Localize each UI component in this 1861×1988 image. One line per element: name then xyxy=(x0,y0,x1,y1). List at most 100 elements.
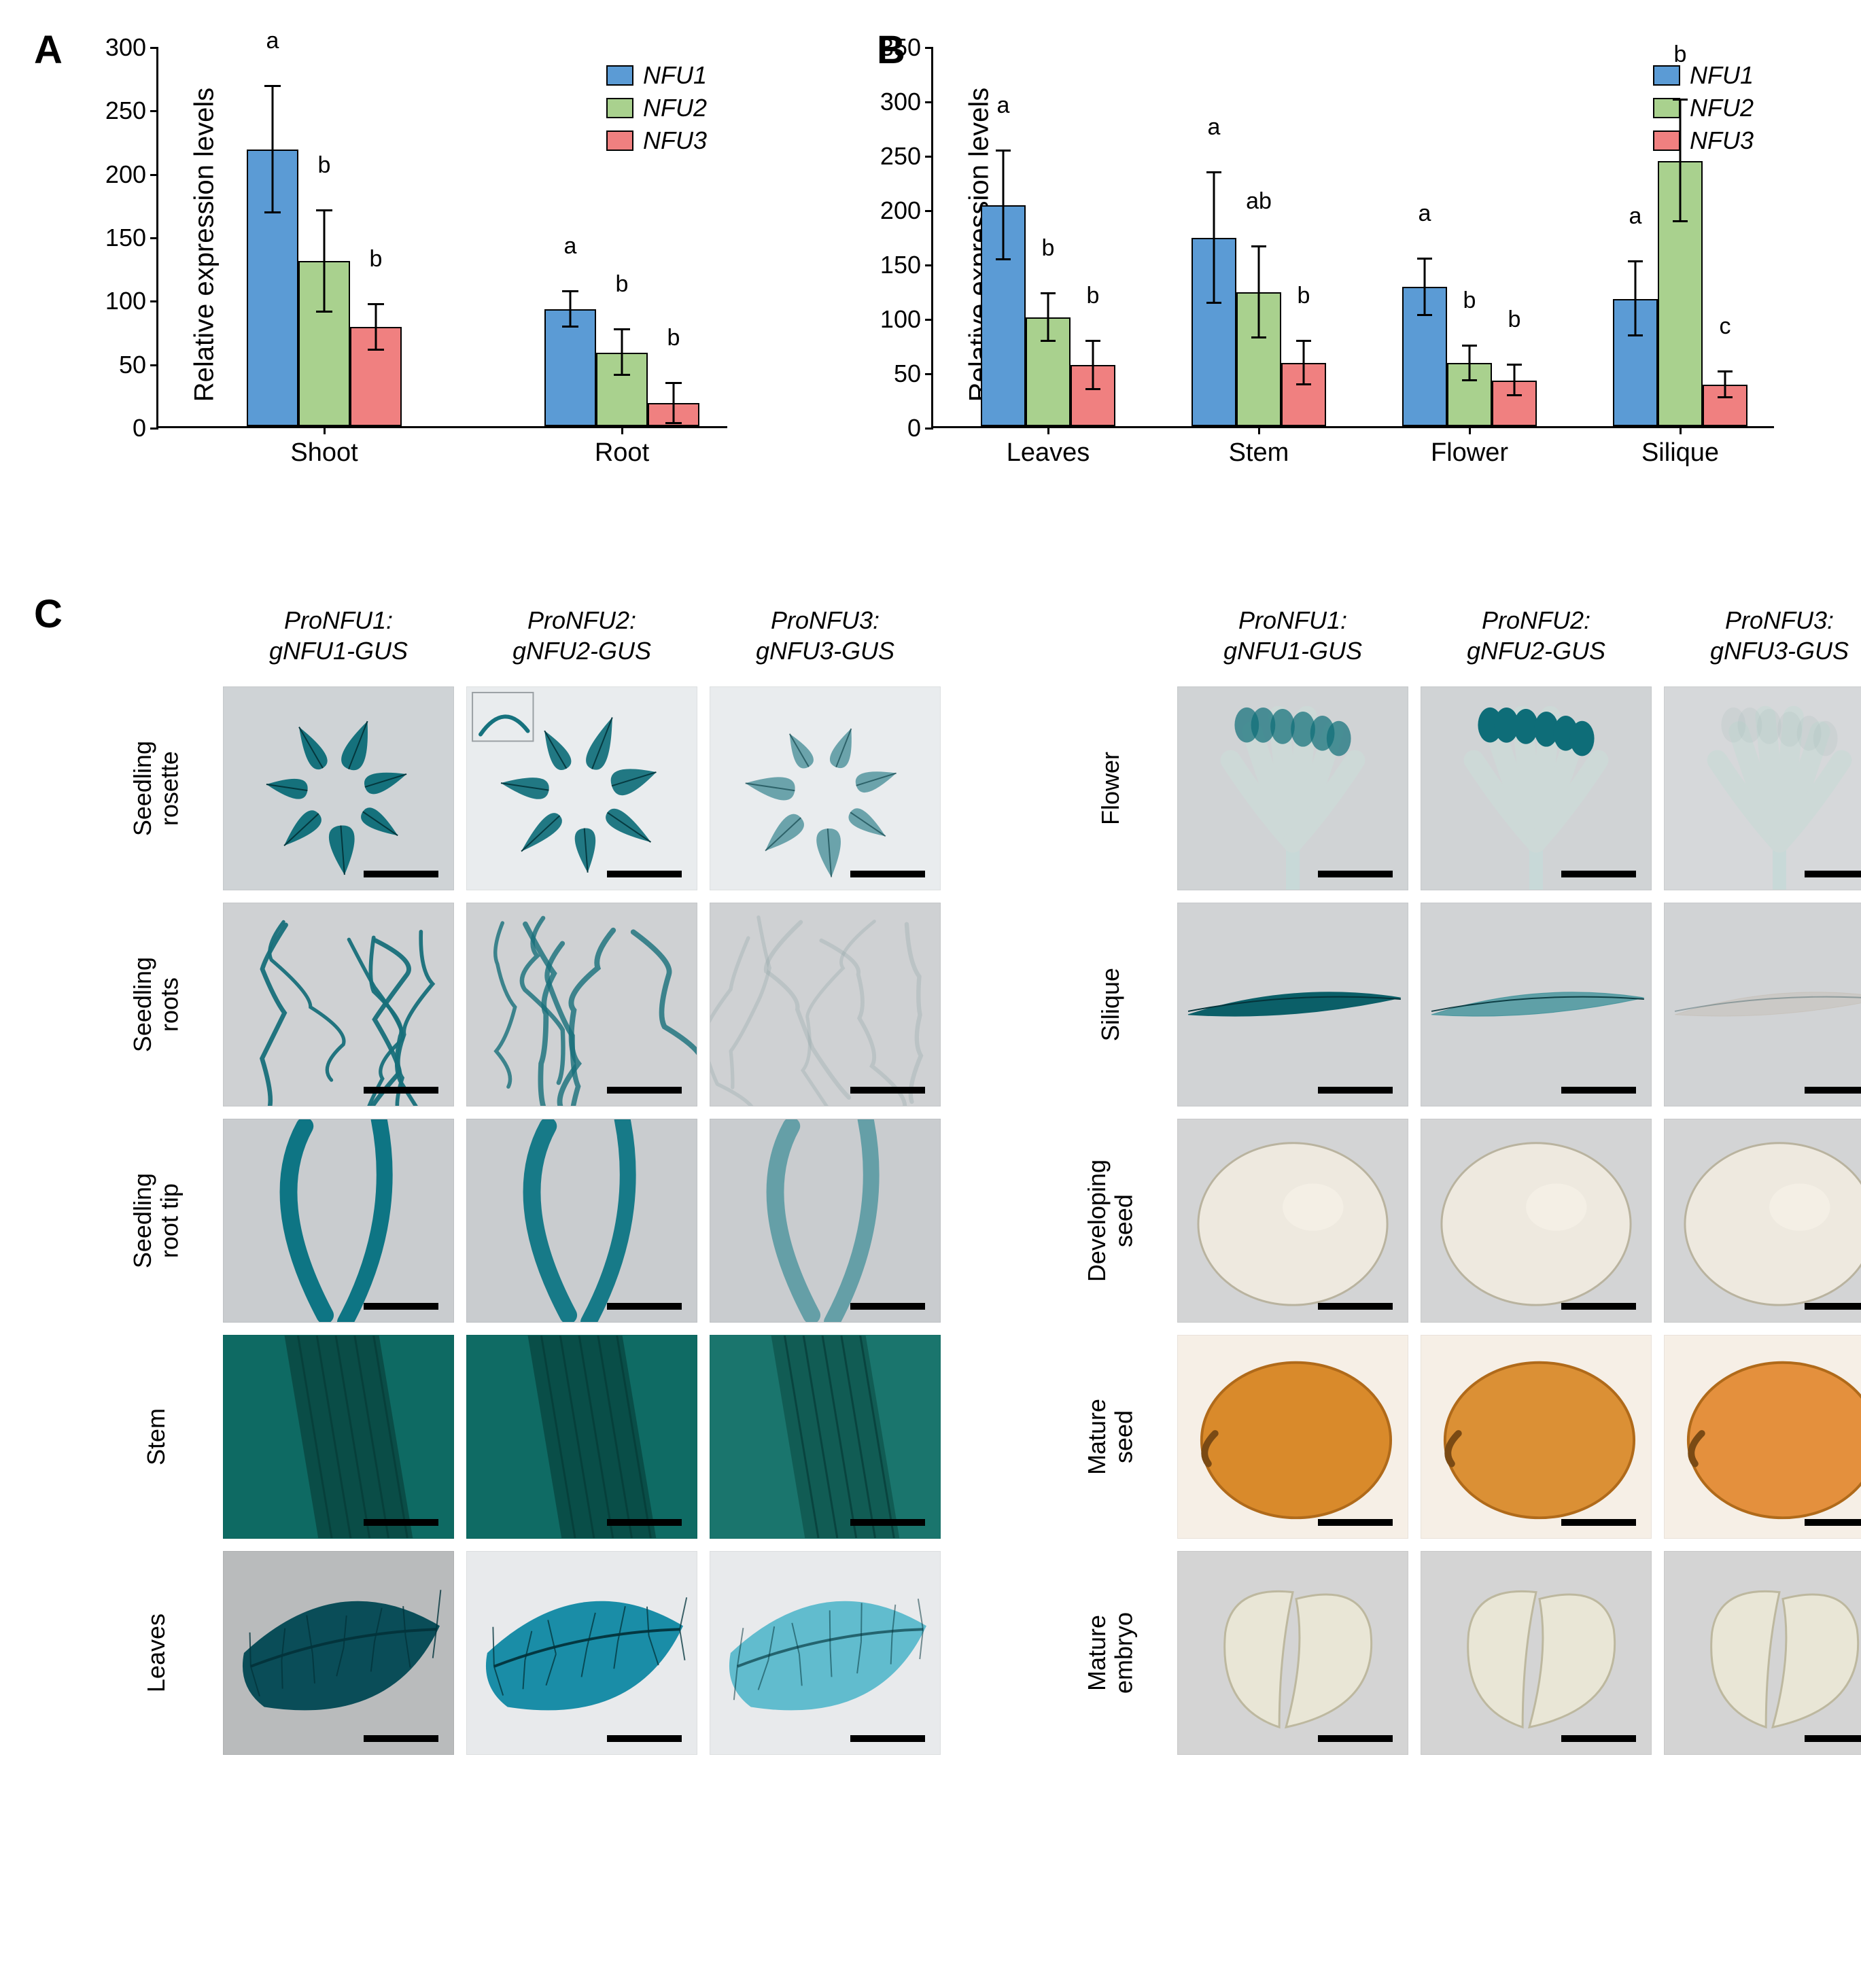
microscopy-tile xyxy=(1421,903,1652,1106)
chart-A-plot: NFU1NFU2NFU3 050100150200250300ShootabbR… xyxy=(156,48,727,428)
microscopy-tile xyxy=(1421,686,1652,890)
scale-bar xyxy=(1561,1519,1636,1526)
y-tick-label: 300 xyxy=(880,88,921,116)
significance-label: a xyxy=(1208,114,1221,141)
legend-label: NFU3 xyxy=(643,126,707,155)
scale-bar xyxy=(1318,1735,1393,1742)
scale-bar xyxy=(1561,871,1636,877)
microscopy-tile xyxy=(710,686,941,890)
significance-label: b xyxy=(1298,283,1310,309)
significance-label: b xyxy=(1087,283,1100,309)
significance-label: c xyxy=(1720,313,1731,340)
legend-swatch xyxy=(1653,130,1680,151)
y-tick-label: 250 xyxy=(105,97,146,125)
panel-A-label: A xyxy=(34,27,63,73)
legend-item: NFU2 xyxy=(1653,94,1754,122)
microscopy-tile xyxy=(466,903,697,1106)
row-label: Seedling rosette xyxy=(129,741,183,836)
row-label: Mature seed xyxy=(1083,1399,1137,1475)
y-tick-label: 150 xyxy=(880,251,921,279)
panel-C-label: C xyxy=(34,591,63,637)
row-label: Developing seed xyxy=(1083,1159,1137,1282)
scale-bar xyxy=(1805,1303,1861,1310)
microscopy-tile xyxy=(223,686,454,890)
microscopy-tile xyxy=(1177,1551,1408,1755)
scale-bar xyxy=(850,1087,925,1094)
column-header: ProNFU3:gNFU3-GUS xyxy=(710,605,941,674)
significance-label: b xyxy=(318,152,331,179)
legend-swatch xyxy=(1653,65,1680,86)
significance-label: b xyxy=(1508,307,1521,333)
row-label: Seedling root tip xyxy=(129,1173,183,1268)
x-tick-label: Stem xyxy=(1229,438,1289,468)
microscopy-tile xyxy=(466,1551,697,1755)
scale-bar xyxy=(1805,1735,1861,1742)
column-header: ProNFU3:gNFU3-GUS xyxy=(1664,605,1861,674)
microscopy-tile xyxy=(1421,1119,1652,1323)
y-tick-label: 50 xyxy=(894,360,921,388)
scale-bar xyxy=(607,1087,682,1094)
legend-item: NFU1 xyxy=(606,61,707,90)
y-tick-label: 150 xyxy=(105,224,146,252)
panel-C-right: ProNFU1:gNFU1-GUSProNFU2:gNFU2-GUSProNFU… xyxy=(1056,605,1861,1755)
x-tick-label: Leaves xyxy=(1007,438,1090,468)
column-header: ProNFU2:gNFU2-GUS xyxy=(1421,605,1652,674)
scale-bar xyxy=(850,871,925,877)
scale-bar xyxy=(850,1519,925,1526)
chart-A-legend: NFU1 NFU2 NFU3 xyxy=(606,61,707,159)
legend-label: NFU2 xyxy=(1690,94,1754,122)
row-label: Stem xyxy=(143,1408,170,1465)
row-label: Flower xyxy=(1097,752,1124,825)
microscopy-tile xyxy=(223,1551,454,1755)
x-tick-label: Silique xyxy=(1641,438,1719,468)
chart-B-legend: NFU1NFU2NFU3 xyxy=(1653,61,1754,159)
microscopy-tile xyxy=(466,1335,697,1539)
significance-label: a xyxy=(1419,200,1431,227)
microscopy-tile xyxy=(466,1119,697,1323)
microscopy-tile xyxy=(223,903,454,1106)
legend-swatch xyxy=(606,130,633,151)
significance-label: b xyxy=(616,271,629,298)
x-tick-label: Shoot xyxy=(290,438,358,468)
microscopy-tile xyxy=(1664,903,1861,1106)
y-tick-label: 350 xyxy=(880,33,921,62)
microscopy-tile xyxy=(710,1551,941,1755)
row-label: Leaves xyxy=(143,1614,170,1692)
microscopy-tile xyxy=(1177,903,1408,1106)
significance-label: b xyxy=(1042,235,1055,262)
y-tick-label: 50 xyxy=(119,351,146,379)
microscopy-tile xyxy=(1177,1119,1408,1323)
scale-bar xyxy=(607,871,682,877)
scale-bar xyxy=(607,1735,682,1742)
y-tick-label: 300 xyxy=(105,33,146,62)
microscopy-tile xyxy=(710,1335,941,1539)
scale-bar xyxy=(1318,871,1393,877)
scale-bar xyxy=(1805,871,1861,877)
legend-label: NFU3 xyxy=(1690,126,1754,155)
microscopy-tile xyxy=(1177,1335,1408,1539)
scale-bar xyxy=(364,1735,438,1742)
microscopy-tile xyxy=(1664,1335,1861,1539)
chart-B: Relative expression levels NFU1NFU2NFU3 … xyxy=(877,27,1801,462)
legend-item: NFU2 xyxy=(606,94,707,122)
legend-swatch xyxy=(606,65,633,86)
microscopy-tile xyxy=(710,1119,941,1323)
x-tick-label: Flower xyxy=(1431,438,1508,468)
microscopy-tile xyxy=(1664,1119,1861,1323)
y-tick-label: 0 xyxy=(133,414,146,442)
column-header: ProNFU2:gNFU2-GUS xyxy=(466,605,697,674)
y-tick-label: 100 xyxy=(880,305,921,334)
legend-item: NFU3 xyxy=(1653,126,1754,155)
microscopy-tile xyxy=(1664,1551,1861,1755)
significance-label: b xyxy=(667,325,680,351)
column-header: ProNFU1:gNFU1-GUS xyxy=(1177,605,1408,674)
scale-bar xyxy=(1318,1303,1393,1310)
significance-label: b xyxy=(1463,287,1476,314)
legend-label: NFU2 xyxy=(643,94,707,122)
significance-label: b xyxy=(1674,41,1687,68)
column-header: ProNFU1:gNFU1-GUS xyxy=(223,605,454,674)
scale-bar xyxy=(1805,1087,1861,1094)
y-tick-label: 200 xyxy=(880,196,921,225)
y-tick-label: 200 xyxy=(105,160,146,189)
microscopy-tile xyxy=(1421,1551,1652,1755)
